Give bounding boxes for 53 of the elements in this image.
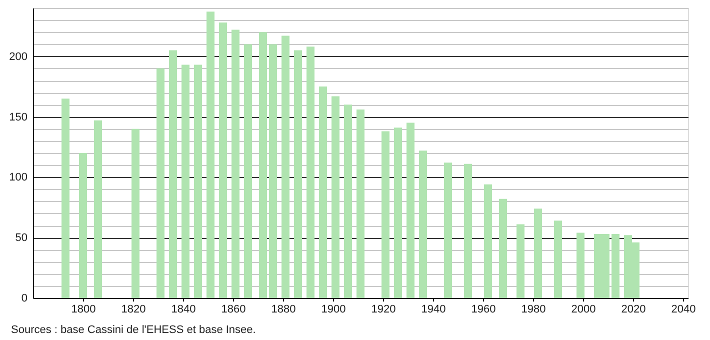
x-tick-label: 1840 (171, 304, 196, 316)
source-note: Sources : base Cassini de l'EHESS et base Insee. (11, 324, 256, 336)
bar (332, 96, 340, 298)
y-tick-label: 50 (15, 232, 28, 244)
bar (294, 50, 302, 298)
x-tick-label: 1860 (221, 304, 246, 316)
bar (219, 22, 227, 298)
bar (554, 220, 562, 298)
bar (444, 162, 452, 298)
bar (319, 86, 327, 298)
x-tick-label: 2000 (571, 304, 596, 316)
bar (194, 64, 202, 298)
bar (382, 131, 390, 298)
x-tick-label: 1800 (71, 304, 96, 316)
bar (79, 153, 87, 298)
x-tick-label: 1920 (371, 304, 396, 316)
bar (232, 30, 240, 298)
bar (612, 234, 620, 298)
y-tick-label: 150 (9, 111, 28, 124)
bar (132, 128, 140, 298)
bar (576, 232, 584, 298)
x-tick-label: 1980 (521, 304, 546, 316)
bar (169, 50, 177, 298)
bar (182, 64, 190, 298)
bar (406, 122, 414, 298)
x-tick-label: 1960 (471, 304, 496, 316)
bar (259, 32, 267, 298)
bar (344, 104, 352, 298)
x-tick-label: 1820 (121, 304, 146, 316)
bar (516, 224, 524, 298)
bar (156, 68, 164, 298)
bar (306, 46, 314, 298)
bar (62, 98, 70, 298)
bar (356, 110, 364, 298)
bar (394, 128, 402, 298)
bar (206, 12, 214, 298)
bar (484, 184, 492, 298)
x-tick-label: 1880 (271, 304, 296, 316)
y-tick-label: 200 (9, 50, 28, 63)
bar (464, 164, 472, 298)
x-tick-label: 2020 (621, 304, 646, 316)
x-tick-label: 1900 (321, 304, 346, 316)
bar (534, 208, 542, 298)
x-tick-label: 2040 (671, 304, 696, 316)
bar (269, 44, 277, 298)
bar (94, 120, 102, 298)
bar (499, 198, 507, 298)
y-tick-label: 0 (21, 292, 28, 304)
x-tick-label: 1940 (421, 304, 446, 316)
bar (419, 150, 427, 298)
bar (244, 44, 252, 298)
bar (282, 36, 290, 298)
y-tick-label: 100 (9, 172, 28, 184)
